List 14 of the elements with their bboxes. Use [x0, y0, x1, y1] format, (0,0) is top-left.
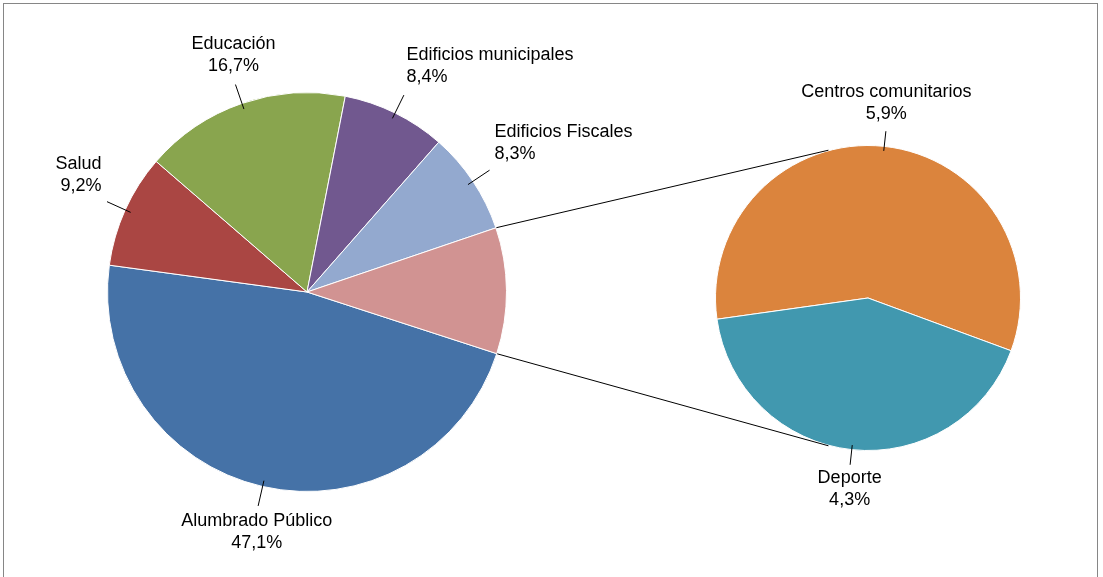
slice-label: Educación	[191, 32, 276, 53]
data-label: 16,7%	[207, 54, 260, 75]
slice-label: Deporte	[817, 467, 882, 488]
data-label: 5,9%	[865, 102, 907, 123]
data-label: 47,1%	[231, 531, 283, 552]
data-label: 8,3%	[494, 142, 536, 163]
slice-label: Edificios municipales	[406, 43, 574, 64]
slice-label: Salud	[55, 153, 102, 174]
data-label: 4,3%	[829, 489, 871, 510]
data-label: 9,2%	[60, 175, 102, 196]
slice-label: Centros comunitarios	[801, 80, 972, 101]
slice-label: Alumbrado Público	[181, 509, 333, 530]
data-label: 8,4%	[406, 65, 448, 86]
slice-label: Edificios Fiscales	[494, 120, 633, 141]
